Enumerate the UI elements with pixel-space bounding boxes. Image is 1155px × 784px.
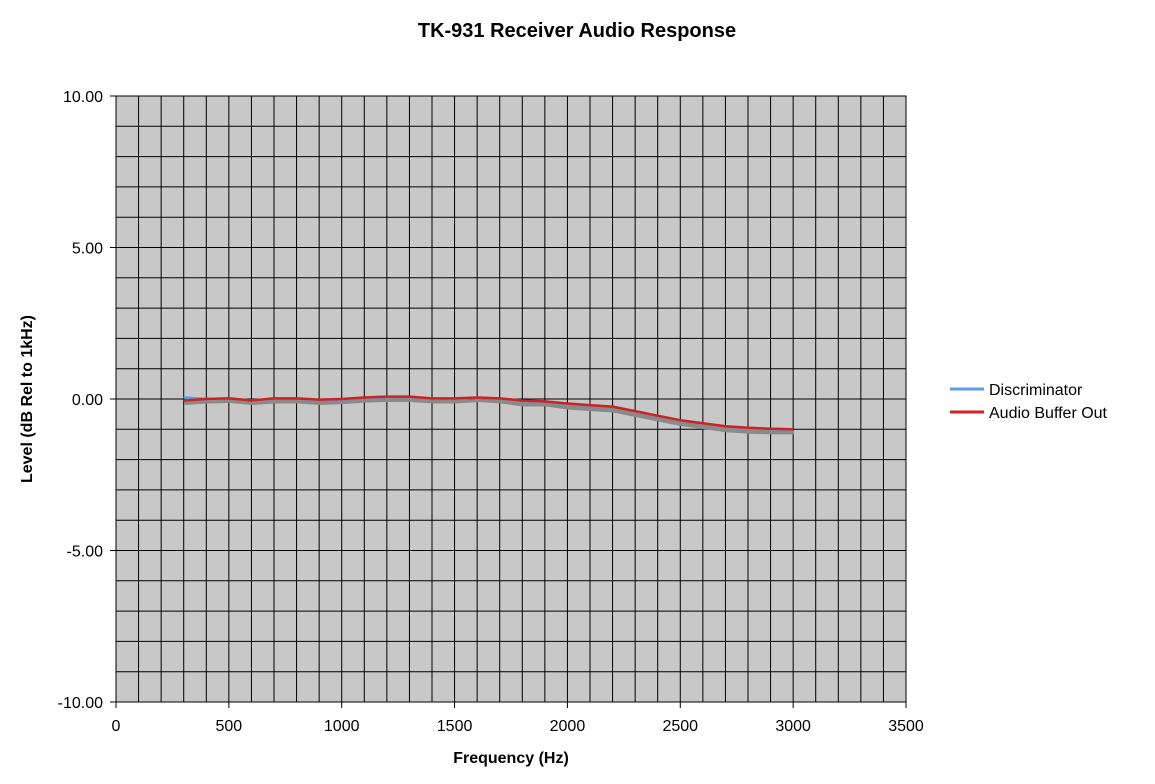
chart-title: TK-931 Receiver Audio Response bbox=[418, 20, 736, 42]
y-tick-label: 0.00 bbox=[72, 392, 103, 409]
series-lines bbox=[183, 395, 795, 435]
x-tick-label: 0 bbox=[112, 718, 121, 735]
x-tick-label: 1500 bbox=[437, 718, 473, 735]
x-tick-label: 500 bbox=[216, 718, 243, 735]
y-tick-label: 10.00 bbox=[63, 89, 103, 106]
x-axis-title: Frequency (Hz) bbox=[453, 750, 569, 767]
y-tick-label: -10.00 bbox=[58, 695, 103, 712]
legend-label: Audio Buffer Out bbox=[989, 405, 1108, 422]
x-tick-label: 2500 bbox=[662, 718, 698, 735]
x-tick-label: 2000 bbox=[550, 718, 586, 735]
series-shadow bbox=[184, 398, 795, 434]
x-axis: 0 500 1000 1500 2000 2500 3000 3500 bbox=[112, 702, 924, 735]
y-axis: 10.00 5.00 0.00 -5.00 -10.00 bbox=[58, 89, 116, 712]
y-tick-label: 5.00 bbox=[72, 241, 103, 258]
y-axis-title: Level (dB Rel to 1kHz) bbox=[19, 315, 36, 483]
legend: Discriminator Audio Buffer Out bbox=[950, 382, 1108, 422]
x-tick-label: 3000 bbox=[775, 718, 811, 735]
y-tick-label: -5.00 bbox=[67, 544, 104, 561]
legend-label: Discriminator bbox=[989, 382, 1083, 399]
x-tick-label: 1000 bbox=[324, 718, 360, 735]
series-line-2 bbox=[183, 395, 794, 431]
x-tick-label: 3500 bbox=[888, 718, 924, 735]
